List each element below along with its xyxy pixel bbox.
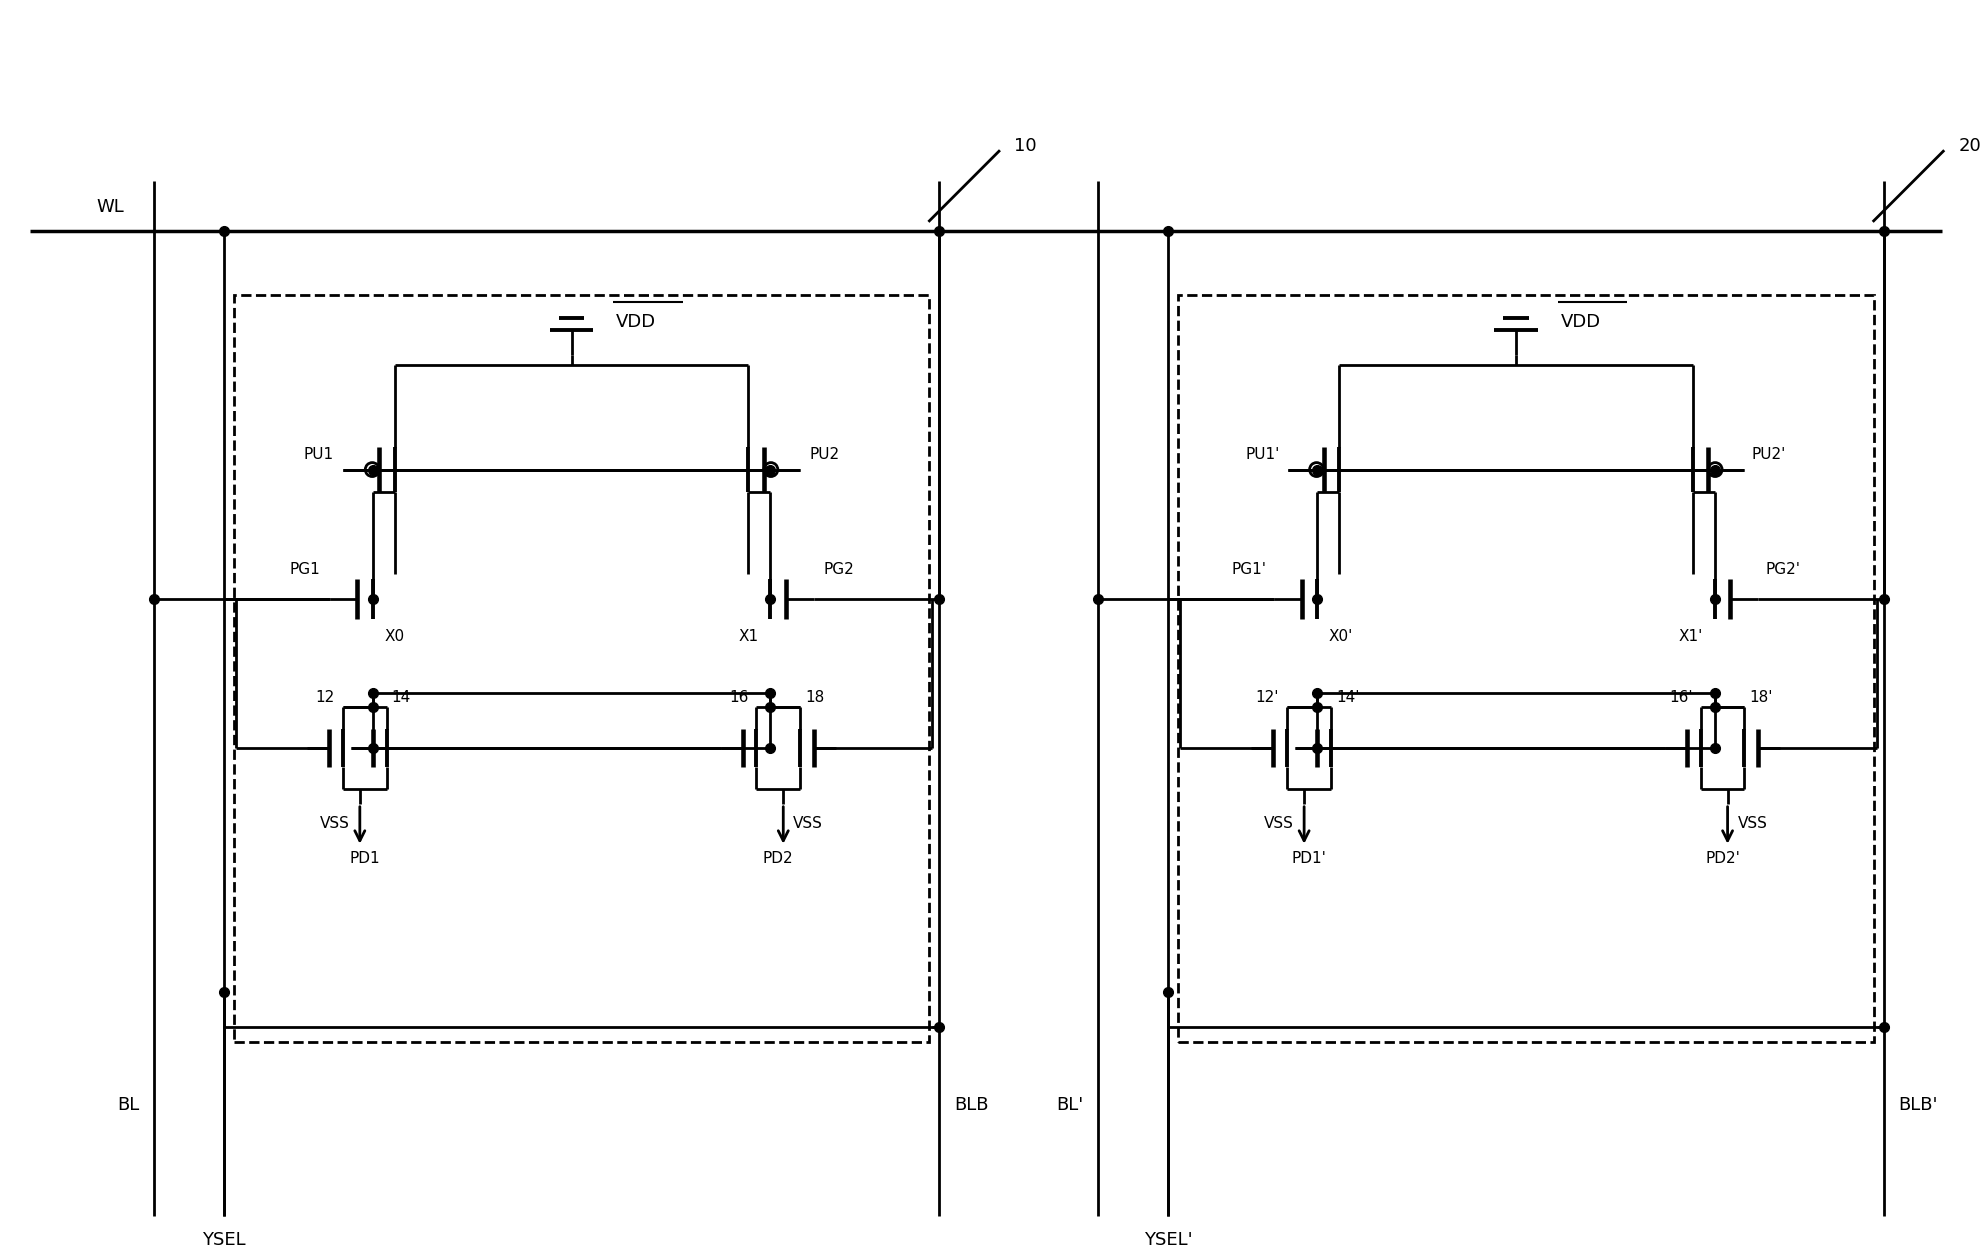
Text: YSEL': YSEL' — [1143, 1231, 1192, 1248]
Text: VSS: VSS — [319, 816, 349, 831]
Text: PU2': PU2' — [1752, 447, 1786, 462]
Text: 14': 14' — [1335, 690, 1359, 705]
Bar — [234, 295, 929, 1042]
Text: X0': X0' — [1329, 629, 1353, 644]
Text: 18: 18 — [806, 690, 825, 705]
Text: PD1': PD1' — [1292, 850, 1327, 865]
Text: BL': BL' — [1055, 1097, 1083, 1114]
Bar — [1178, 295, 1873, 1042]
Text: BL: BL — [117, 1097, 139, 1114]
Text: PG1': PG1' — [1232, 562, 1266, 577]
Text: PG2': PG2' — [1766, 562, 1799, 577]
Text: VDD: VDD — [617, 313, 657, 332]
Text: BLB': BLB' — [1899, 1097, 1938, 1114]
Text: 12': 12' — [1256, 690, 1280, 705]
Text: PU2: PU2 — [809, 447, 839, 462]
Text: 16: 16 — [728, 690, 748, 705]
Text: VSS: VSS — [1264, 816, 1294, 831]
Text: PU1: PU1 — [304, 447, 333, 462]
Text: PD2': PD2' — [1704, 850, 1740, 865]
Text: X1': X1' — [1678, 629, 1702, 644]
Text: 14: 14 — [391, 690, 411, 705]
Text: VSS: VSS — [794, 816, 823, 831]
Text: 18': 18' — [1750, 690, 1774, 705]
Text: 10: 10 — [1014, 138, 1036, 155]
Text: VSS: VSS — [1738, 816, 1768, 831]
Text: WL: WL — [97, 198, 125, 215]
Text: PD2: PD2 — [764, 850, 794, 865]
Text: X0: X0 — [385, 629, 405, 644]
Text: PU1': PU1' — [1246, 447, 1280, 462]
Text: X1: X1 — [738, 629, 758, 644]
Text: PG2: PG2 — [823, 562, 853, 577]
Text: 12: 12 — [315, 690, 335, 705]
Text: VDD: VDD — [1561, 313, 1601, 332]
Text: YSEL: YSEL — [202, 1231, 246, 1248]
Text: BLB: BLB — [954, 1097, 988, 1114]
Text: PG1: PG1 — [290, 562, 319, 577]
Text: PD1: PD1 — [349, 850, 381, 865]
Text: 20: 20 — [1958, 138, 1980, 155]
Text: 16': 16' — [1669, 690, 1692, 705]
